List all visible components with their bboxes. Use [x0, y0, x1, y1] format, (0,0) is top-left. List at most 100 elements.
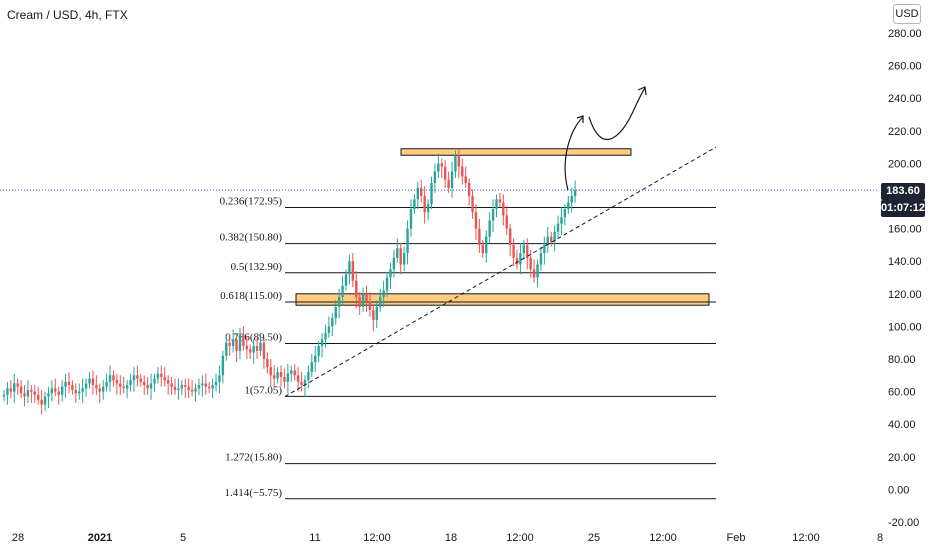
candle-body — [546, 236, 549, 245]
candle-body — [314, 355, 317, 363]
candle-body — [532, 269, 536, 278]
projection-arrowhead-1 — [576, 115, 584, 123]
candle-body — [409, 209, 413, 229]
candle-body — [255, 345, 259, 351]
countdown-badge: 01:07:12 — [881, 200, 925, 217]
candle-body — [296, 375, 300, 382]
candle-body — [406, 228, 409, 254]
candle-body — [112, 375, 115, 381]
candle-body — [526, 244, 529, 258]
candle-body — [33, 391, 36, 395]
y-tick-label: 40.00 — [888, 419, 916, 431]
fib-label: 1.414(−5.75) — [224, 487, 282, 499]
candle-body — [184, 385, 187, 387]
candle-body — [204, 383, 207, 387]
candle-body — [385, 277, 389, 291]
candle-body — [245, 345, 249, 350]
x-axis: 28 2021 5 11 12:00 18 12:00 25 12:00 Feb 12:00 8 — [12, 532, 883, 544]
candle-body — [286, 373, 290, 382]
candle-body — [344, 274, 348, 286]
candle-body — [450, 171, 454, 188]
candle-body — [290, 370, 293, 374]
candle-body — [105, 381, 108, 387]
candle-body — [485, 236, 488, 254]
candle-body — [262, 342, 266, 359]
candle-body — [132, 375, 136, 381]
candle-body — [563, 209, 567, 218]
candle-body — [529, 257, 532, 270]
candle-body — [156, 373, 160, 379]
candle-body — [81, 388, 84, 392]
resistance-zone — [400, 148, 632, 156]
candle-body — [348, 261, 351, 275]
candle-body — [163, 376, 166, 381]
candle-body — [101, 386, 105, 392]
candle-body — [16, 383, 19, 387]
candle-body — [108, 375, 112, 382]
fib-label: 1(57.05) — [244, 384, 282, 396]
candles — [2, 148, 577, 415]
candle-body — [50, 388, 54, 394]
candle-body — [461, 166, 464, 177]
candle-body — [242, 334, 245, 346]
candle-body — [508, 228, 512, 245]
candle-body — [539, 253, 543, 265]
candle-body — [505, 215, 508, 229]
candle-body — [37, 394, 40, 400]
y-tick-label: 200.00 — [888, 158, 922, 170]
candle-body — [512, 244, 515, 258]
candle-body — [194, 388, 197, 392]
candle-body — [64, 381, 67, 387]
candle-body — [433, 171, 437, 183]
candle-body — [310, 362, 313, 373]
x-tick-label: 12:00 — [792, 532, 820, 544]
candle-body — [560, 217, 563, 224]
candle-body — [269, 367, 272, 376]
candle-body — [437, 163, 440, 172]
y-tick-label: 140.00 — [888, 256, 922, 268]
y-tick-label: 20.00 — [888, 452, 916, 464]
candle-body — [43, 396, 47, 405]
candle-body — [74, 389, 78, 394]
candle-body — [231, 339, 235, 346]
candle-body — [136, 375, 139, 379]
y-tick-label: 100.00 — [888, 321, 922, 333]
x-tick-label: 12:00 — [649, 532, 677, 544]
candle-body — [495, 199, 498, 210]
candle-body — [71, 385, 74, 390]
currency-button[interactable]: USD — [893, 4, 921, 24]
candle-body — [177, 388, 180, 390]
projection-arrow-rise — [588, 87, 646, 141]
candle-body — [502, 202, 505, 216]
candle-body — [293, 370, 296, 376]
y-tick-label: 120.00 — [888, 289, 922, 301]
candle-body — [67, 381, 71, 386]
candle-body — [146, 385, 149, 389]
last-price-badge: 183.60 — [881, 183, 925, 200]
candle-body — [187, 386, 190, 390]
candle-body — [160, 373, 163, 377]
candle-body — [57, 391, 60, 395]
candle-body — [170, 383, 173, 387]
y-axis: 280.00260.00240.00220.00200.00180.00160.… — [888, 28, 922, 529]
candle-body — [78, 391, 81, 394]
x-tick-label: 18 — [445, 532, 457, 544]
candle-body — [211, 385, 214, 389]
x-tick-label: 5 — [180, 532, 186, 544]
candle-body — [573, 190, 577, 196]
candle-body — [379, 297, 382, 307]
candle-body — [457, 155, 461, 167]
candle-body — [143, 381, 146, 386]
candle-body — [122, 386, 125, 389]
candle-body — [95, 385, 98, 389]
candle-body — [84, 383, 88, 389]
candle-body — [317, 345, 320, 356]
candle-body — [382, 290, 385, 298]
candle-body — [443, 166, 447, 180]
candle-body — [208, 386, 211, 389]
x-tick-label: 12:00 — [363, 532, 391, 544]
candle-body — [341, 285, 344, 298]
candle-body — [515, 257, 519, 265]
candle-body — [550, 236, 553, 242]
